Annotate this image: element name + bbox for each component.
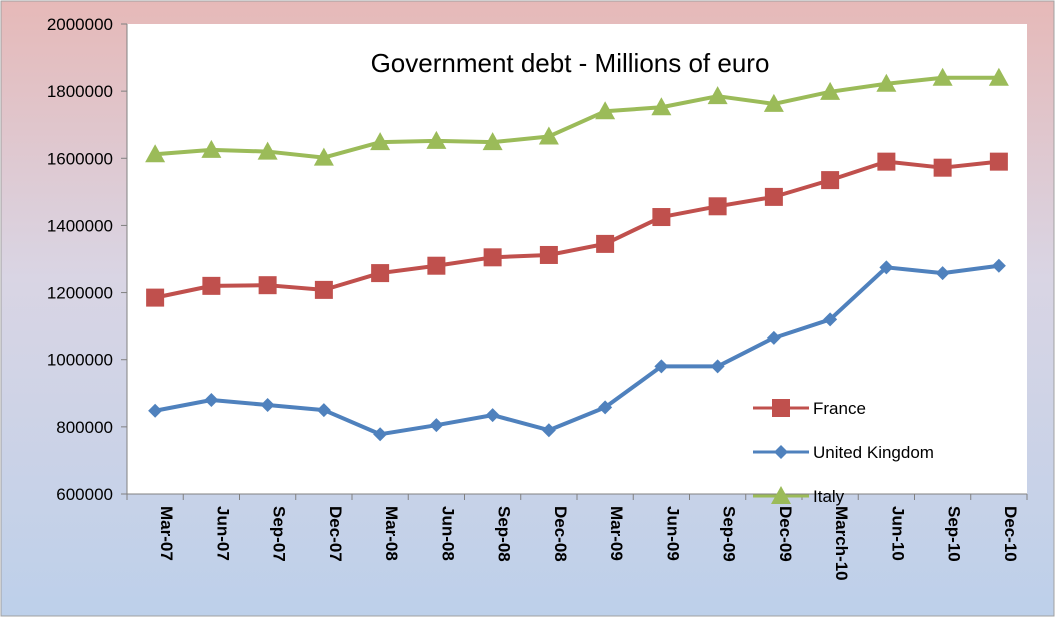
x-tick-label: Mar-07 [157,506,176,561]
data-point [772,399,790,417]
data-point [314,280,333,299]
data-point [652,208,671,227]
data-point [148,403,163,418]
series-italy [145,67,1009,166]
x-tick-label: Jun-10 [888,506,907,561]
data-point [595,101,616,120]
x-tick-label: Sep-09 [720,506,739,562]
legend-item: France [753,399,866,418]
series-group [145,67,1009,442]
data-point [541,423,556,438]
data-point [820,81,841,100]
x-tick-label: Sep-10 [945,506,964,562]
plot-area [127,24,1027,494]
data-point [204,393,219,407]
x-tick-label: Jun-09 [663,506,682,561]
data-point [710,359,725,374]
data-point [257,141,278,160]
data-point [708,197,727,216]
y-axis-ticks: 600000 800000 1000000 1200000 1400000 1600000… [47,15,127,504]
series-line [154,75,999,160]
data-point [771,486,791,504]
chart-title: Government debt - Millions of euro [371,48,770,78]
x-tick-label: Dec-07 [326,506,345,562]
data-point [991,258,1006,273]
data-point [370,132,391,151]
data-point [877,152,896,171]
data-point [202,276,221,295]
data-point [707,86,728,105]
data-point [821,171,840,190]
legend-item: United Kingdom [753,443,934,462]
data-point [823,312,838,327]
data-point [935,266,950,281]
series-line [154,263,1000,437]
data-point [371,264,390,283]
data-point [763,93,784,112]
data-point [879,260,894,275]
x-tick-label: Dec-10 [1001,506,1020,562]
data-point [933,158,952,177]
y-tick-label: 800000 [56,418,113,437]
x-tick-label: March-10 [832,506,851,581]
data-point [482,132,503,151]
data-point [429,418,444,433]
data-point [876,73,897,92]
y-tick-label: 1800000 [47,82,113,101]
series-france [146,152,1008,307]
x-axis-ticks: Mar-07 Jun-07 Sep-07 Dec-07 Mar-08 Jun-08 Sep-… [126,494,1028,581]
legend-label: United Kingdom [813,443,934,462]
data-point [426,130,447,149]
x-tick-label: Jun-07 [213,506,232,561]
x-tick-label: Sep-07 [270,506,289,562]
x-tick-label: Dec-08 [551,506,570,562]
x-tick-label: Mar-09 [607,506,626,561]
y-tick-label: 600000 [56,485,113,504]
legend: France United Kingdom Italy [753,399,934,506]
data-point [313,147,334,166]
x-tick-label: Sep-08 [495,506,514,562]
data-point [766,330,781,345]
series-line [154,159,1000,300]
y-tick-label: 2000000 [47,15,113,34]
data-point [654,359,669,374]
data-point [146,288,165,307]
data-point [598,400,613,415]
legend-label: Italy [813,487,845,506]
x-tick-label: Dec-09 [776,506,795,562]
data-point [932,67,953,86]
data-point [145,144,166,163]
data-point [316,403,331,418]
x-tick-label: Jun-08 [438,506,457,561]
legend-label: France [813,399,866,418]
data-point [651,97,672,116]
data-point [596,234,615,253]
data-point [764,187,783,206]
data-point [989,152,1008,171]
data-point [539,245,558,264]
data-point [258,276,277,295]
data-point [774,445,788,459]
y-tick-label: 1200000 [47,284,113,303]
data-point [373,427,388,442]
data-point [427,256,446,275]
y-tick-label: 1000000 [47,351,113,370]
x-tick-label: Mar-08 [382,506,401,561]
series-united-kingdom [148,258,1006,442]
legend-item: Italy [753,486,845,506]
data-point [260,398,275,413]
data-point [485,408,500,423]
data-point [988,67,1009,86]
y-tick-label: 1400000 [47,216,113,235]
data-point [201,139,222,158]
data-point [483,248,502,267]
data-point [538,126,559,145]
y-tick-label: 1600000 [47,149,113,168]
